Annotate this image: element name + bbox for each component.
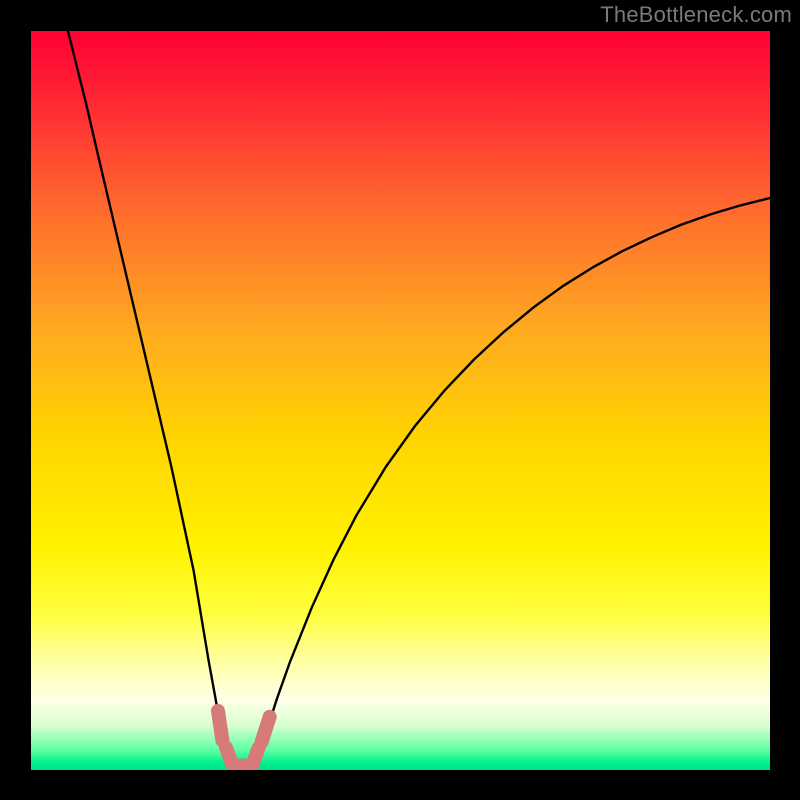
highlight-marker <box>262 717 270 742</box>
chart-background <box>31 31 770 770</box>
chart-frame: TheBottleneck.com <box>0 0 800 800</box>
highlight-marker <box>253 748 259 764</box>
plot-area <box>31 31 770 770</box>
watermark-text: TheBottleneck.com <box>600 2 792 28</box>
highlight-marker <box>218 711 222 741</box>
